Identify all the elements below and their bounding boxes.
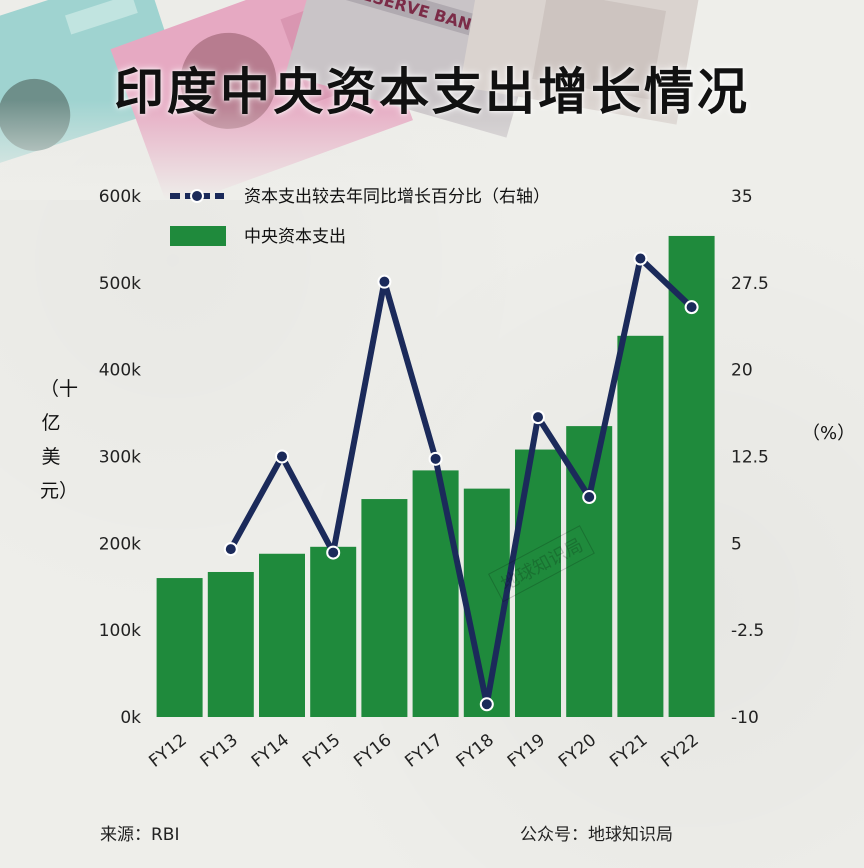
legend-line-marker xyxy=(190,189,204,203)
x-tick-label: FY13 xyxy=(197,730,242,771)
source-note: 来源：RBI xyxy=(100,825,180,845)
growth-point-fy20 xyxy=(582,490,597,505)
y-tick-left: 200k xyxy=(99,534,141,554)
growth-point-fy19 xyxy=(531,410,545,425)
y-axis-label-left: （十亿美元） xyxy=(36,372,79,508)
legend-label-growth: 资本支出较去年同比增长百分比（右轴） xyxy=(244,187,550,207)
y-tick-left: 100k xyxy=(99,621,141,641)
bar-fy13 xyxy=(207,571,254,717)
bar-fy14 xyxy=(259,553,305,717)
growth-point-fy18 xyxy=(479,697,494,712)
y-axis-label-left-text: （十亿美元） xyxy=(40,378,79,502)
y-tick-right: -2.5 xyxy=(731,621,764,641)
bar-fy16 xyxy=(361,499,408,717)
growth-point-fy13 xyxy=(223,542,238,557)
y-tick-left: 300k xyxy=(99,448,141,468)
y-tick-left: 400k xyxy=(99,361,141,381)
growth-point-fy14 xyxy=(275,449,289,464)
page-title: 印度中央资本支出增长情况 xyxy=(114,63,750,121)
y-tick-left: 0k xyxy=(120,708,141,728)
bar-fy22 xyxy=(668,235,715,717)
growth-point-fy21 xyxy=(633,251,648,266)
bar-fy12 xyxy=(156,578,203,717)
x-tick-label: FY17 xyxy=(401,730,446,771)
growth-line xyxy=(228,255,694,708)
x-tick-label: FY20 xyxy=(555,730,600,771)
growth-point-fy17 xyxy=(428,451,443,466)
bar-fy17 xyxy=(412,470,459,717)
account-note: 公众号：地球知识局 xyxy=(520,825,673,845)
legend-bar-swatch xyxy=(170,226,226,246)
y-tick-left: 600k xyxy=(99,187,141,207)
x-tick-label: FY21 xyxy=(606,730,651,771)
y-tick-right: 20 xyxy=(731,361,753,381)
y-tick-right: 35 xyxy=(731,187,753,207)
y-tick-right: 12.5 xyxy=(731,448,769,468)
y-tick-right: 5 xyxy=(731,534,742,554)
bar-fy15 xyxy=(310,546,357,717)
x-tick-label: FY22 xyxy=(657,730,702,771)
banknote-background-image: RESERVE BANK xyxy=(0,0,864,200)
y-axis-label-right-text: （%） xyxy=(802,418,855,450)
growth-point-fy22 xyxy=(684,300,699,315)
bar-fy21 xyxy=(617,335,664,717)
x-tick-label: FY15 xyxy=(299,730,344,771)
x-tick-label: FY16 xyxy=(350,730,395,771)
y-axis-label-right: （%） xyxy=(798,418,855,450)
y-tick-right: -10 xyxy=(731,708,759,728)
growth-point-fy16 xyxy=(377,274,392,289)
legend-label-capex: 中央资本支出 xyxy=(244,227,346,247)
x-tick-label: FY12 xyxy=(145,730,190,771)
y-tick-left: 500k xyxy=(99,274,141,294)
x-tick-label: FY18 xyxy=(453,730,498,771)
x-tick-label: FY19 xyxy=(504,730,549,771)
y-tick-right: 27.5 xyxy=(731,274,769,294)
x-tick-label: FY14 xyxy=(248,730,293,771)
growth-point-fy15 xyxy=(326,545,341,560)
